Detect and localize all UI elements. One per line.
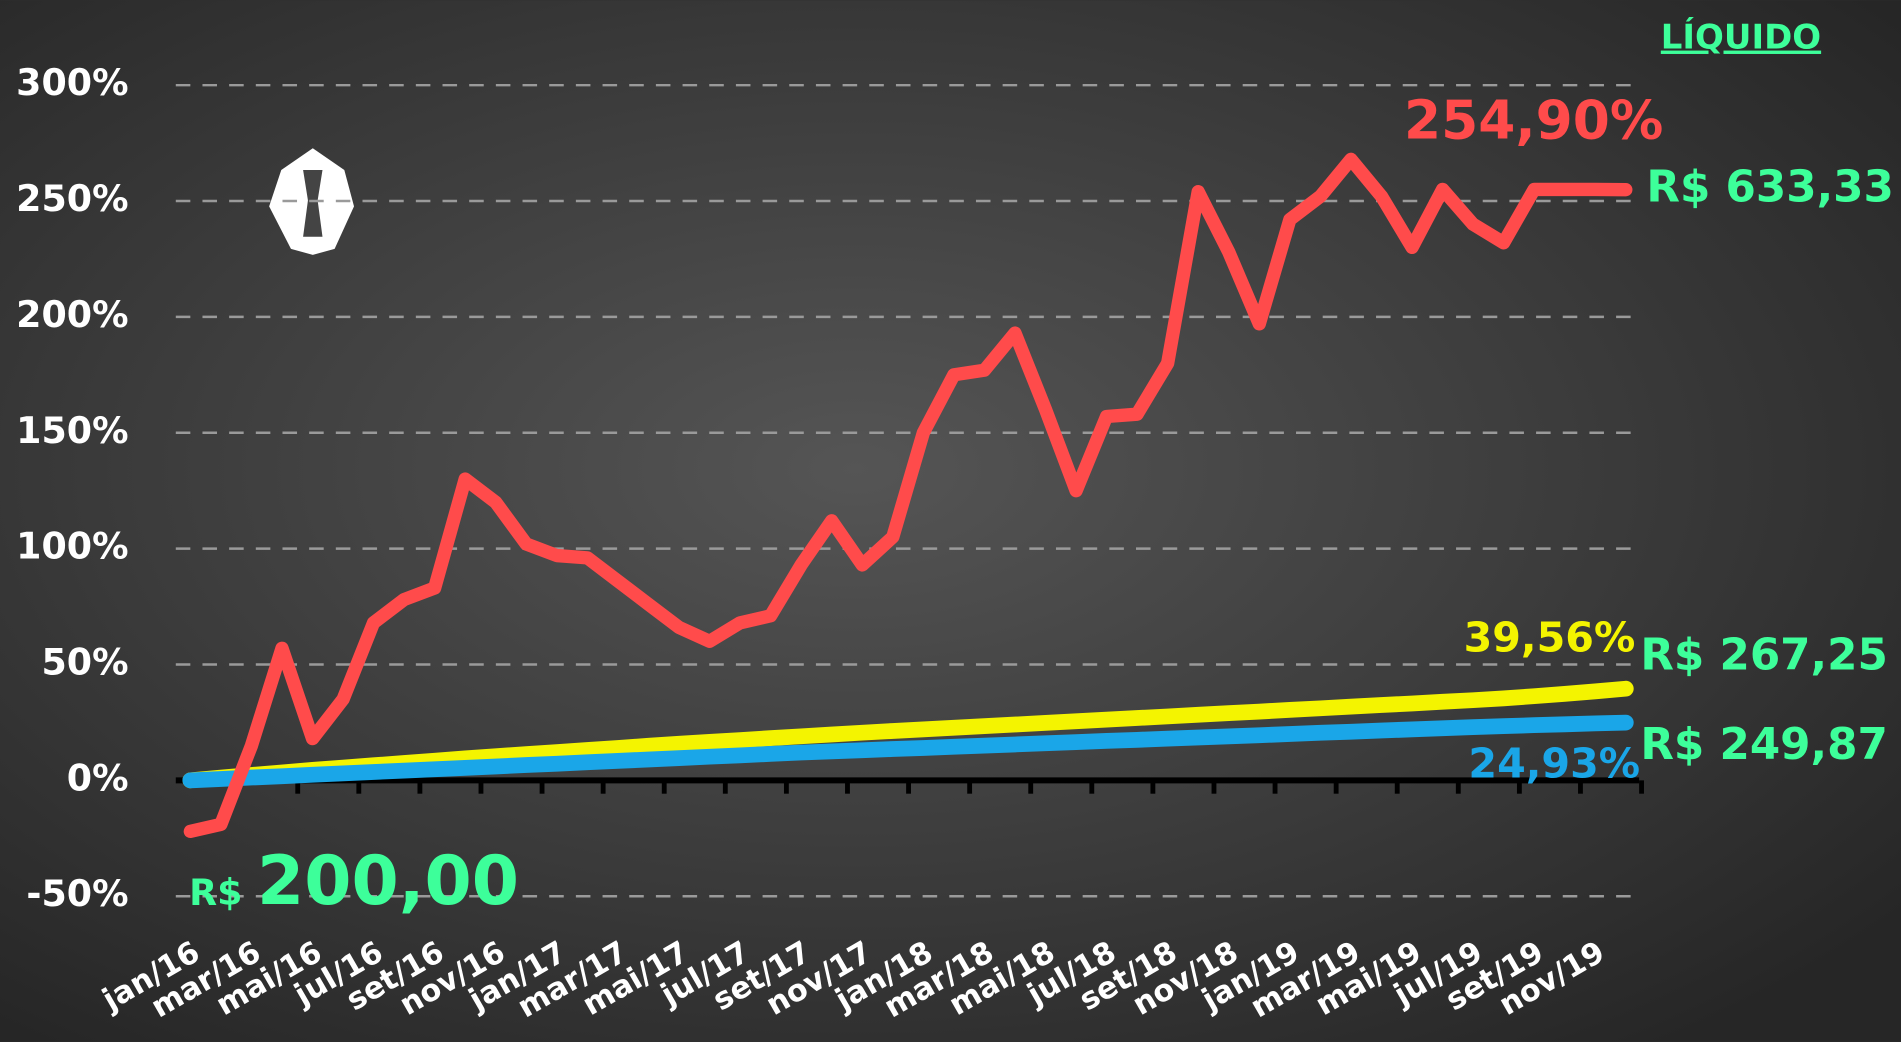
y-tick-label: -50% (26, 872, 128, 915)
series-line (182, 714, 1634, 789)
annotation: 39,56% (1464, 613, 1636, 661)
y-tick-label: 0% (67, 756, 129, 799)
annotation: R$ 249,87 (1640, 719, 1887, 770)
annotation: 254,90% (1404, 89, 1663, 152)
y-tick-label: 300% (16, 61, 128, 104)
y-tick-label: 150% (16, 409, 128, 452)
annotation: R$ 633,33 (1646, 161, 1893, 212)
logo-hourglass (303, 170, 323, 237)
y-tick-label: 50% (41, 640, 128, 683)
series-line (183, 152, 1633, 839)
y-tick-label: 100% (16, 525, 128, 568)
annotation: R$ (189, 871, 242, 914)
annotation: 200,00 (257, 842, 519, 921)
heading: LÍQUIDO (1661, 17, 1821, 58)
annotation: 24,93% (1468, 740, 1640, 788)
series-line (182, 680, 1634, 789)
y-tick-label: 200% (16, 293, 128, 336)
annotation: R$ 267,25 (1640, 629, 1887, 680)
y-tick-label: 250% (16, 177, 128, 220)
